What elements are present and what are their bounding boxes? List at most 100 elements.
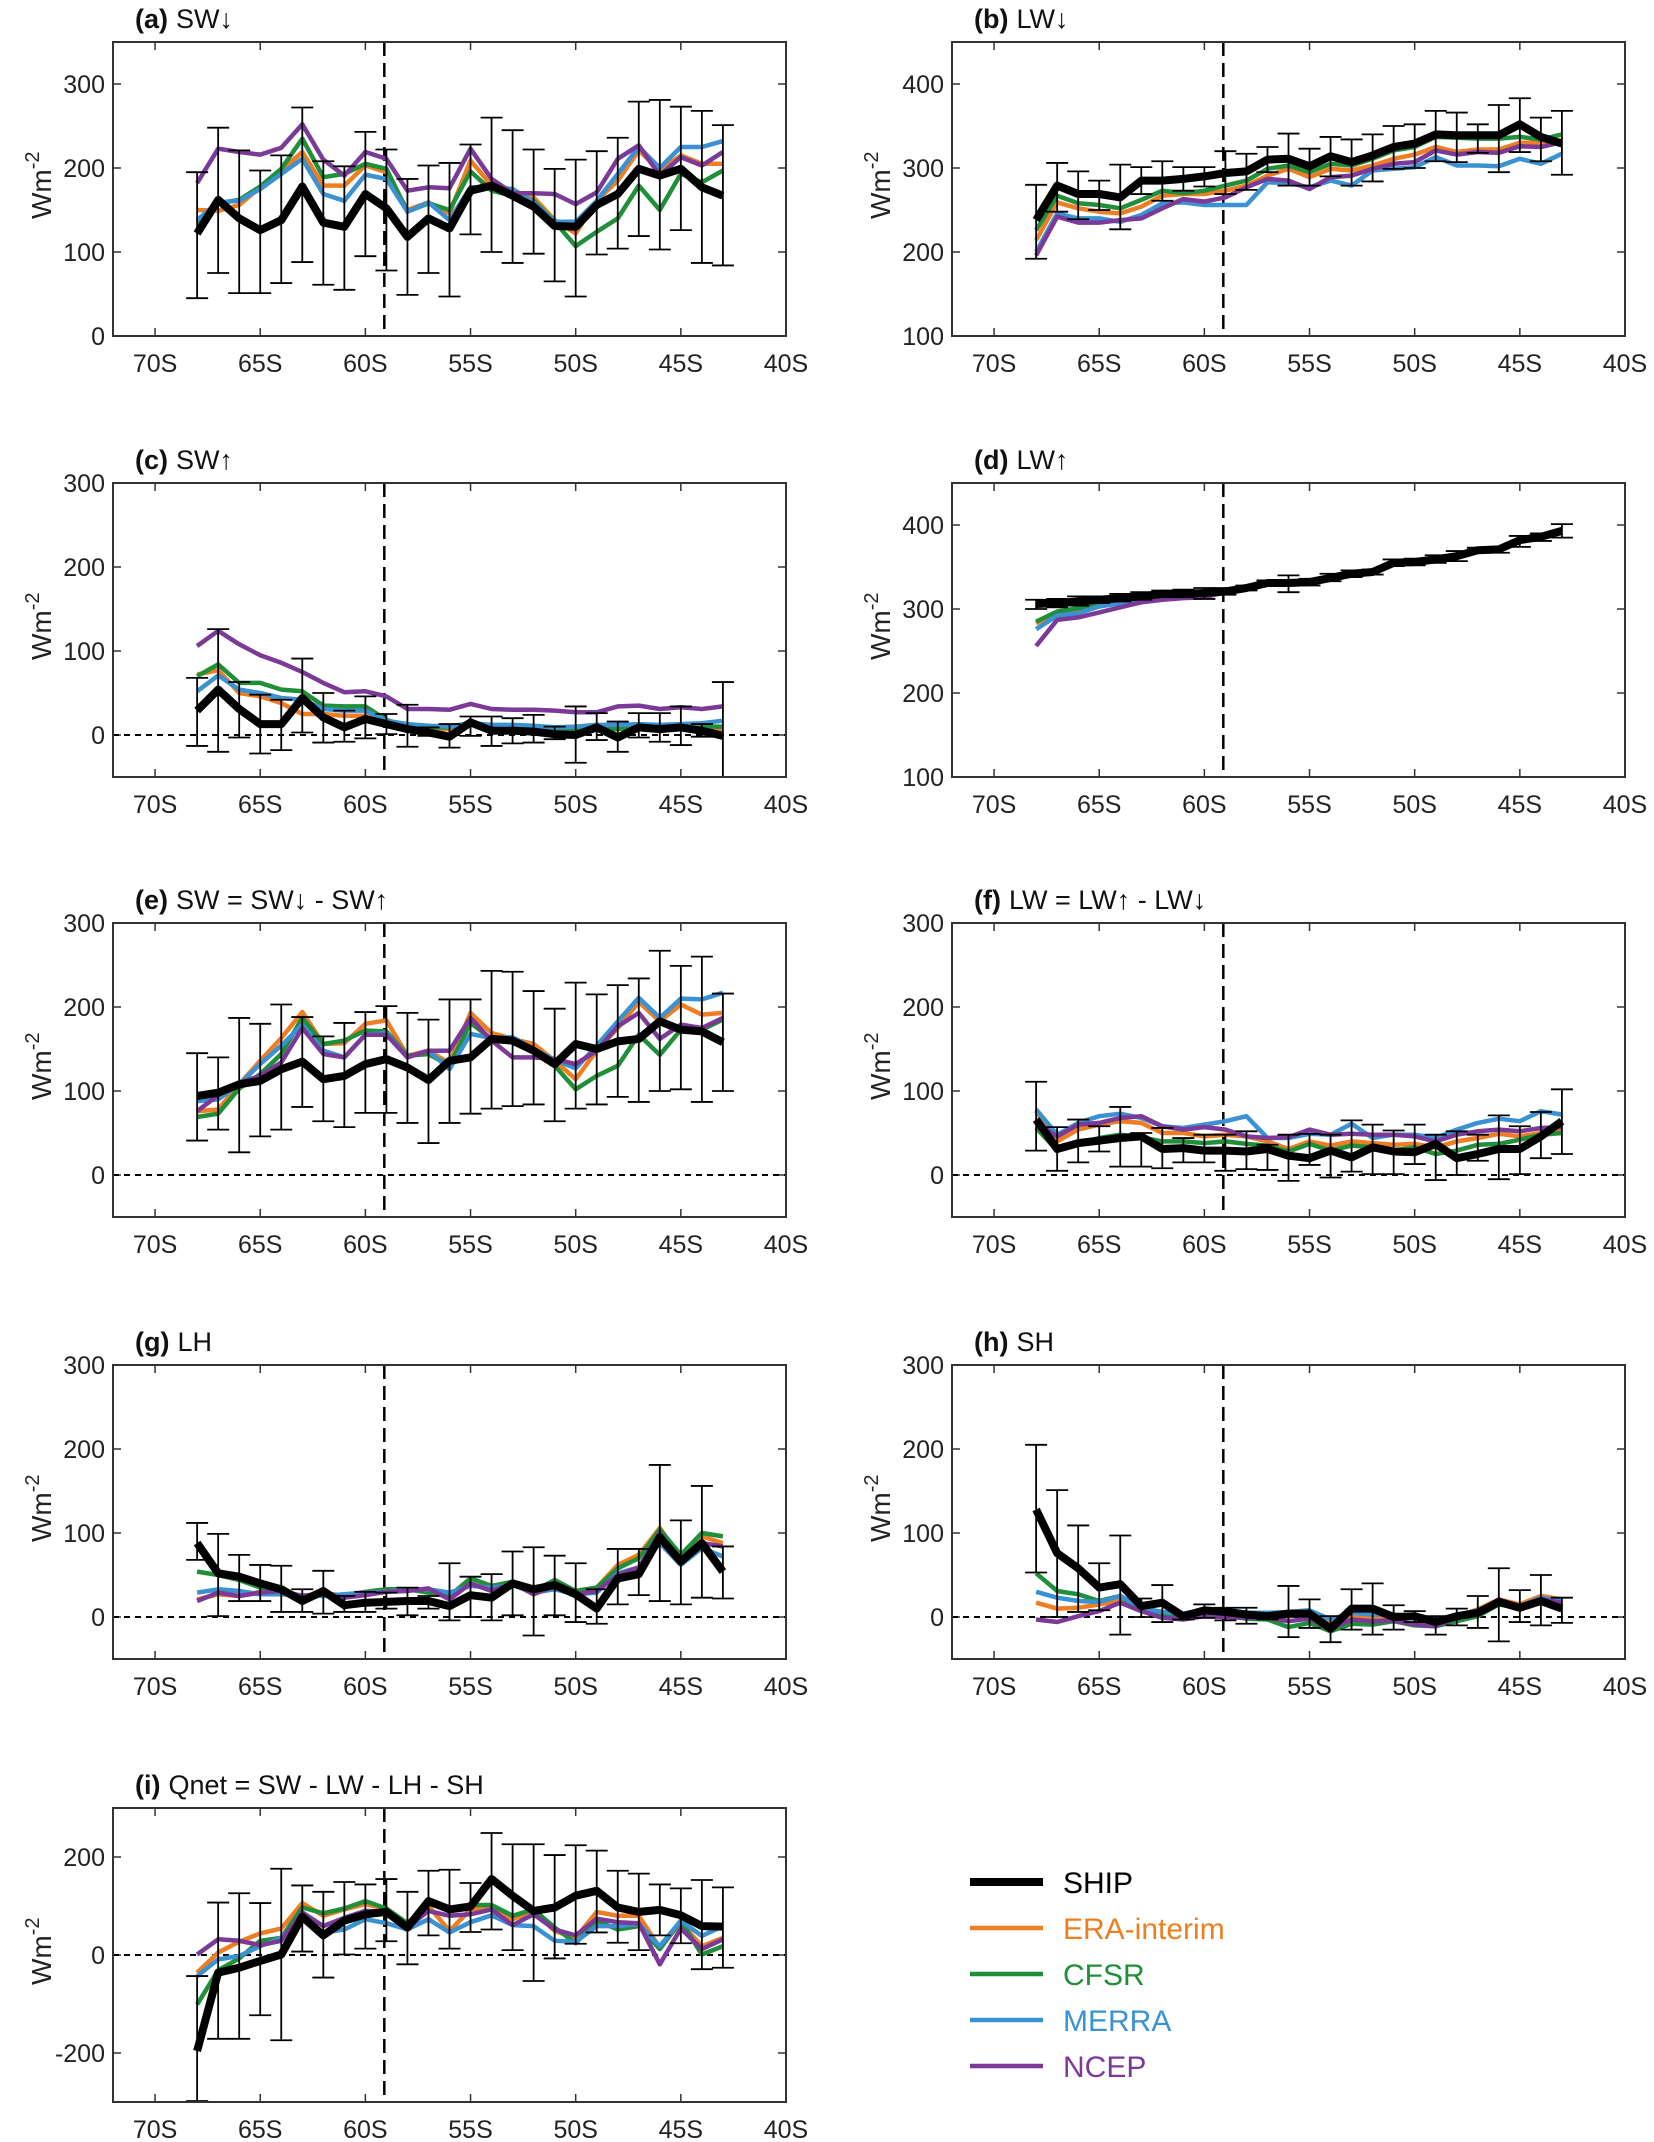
- y-tick-label: 0: [91, 323, 105, 351]
- x-tick-label: 40S: [764, 1231, 808, 1259]
- panel-label: (a): [135, 4, 168, 34]
- y-tick-label: 200: [63, 1844, 105, 1872]
- series-line-ship: [196, 1017, 725, 1100]
- error-bar: [1340, 1119, 1363, 1173]
- y-tick-label: 400: [902, 512, 944, 540]
- plot-area: [113, 923, 786, 1217]
- y-tick-label: 200: [63, 1436, 105, 1464]
- x-tick-label: 60S: [343, 1673, 387, 1701]
- y-tick-label: 200: [63, 554, 105, 582]
- y-axis-label: Wm-2: [22, 151, 57, 219]
- y-axis-label-unit: Wm: [865, 169, 896, 219]
- y-axis-label: Wm-2: [861, 1474, 896, 1542]
- y-axis-label-exponent: -2: [22, 151, 44, 169]
- y-axis-label: Wm-2: [22, 1474, 57, 1542]
- panel-title-text: LW↑: [1016, 445, 1068, 475]
- x-tick-label: 55S: [448, 2116, 492, 2142]
- x-tick-label: 55S: [448, 1673, 492, 1701]
- panel-title-text: LH: [177, 1327, 212, 1357]
- y-axis-label-unit: Wm: [26, 1492, 57, 1542]
- x-tick-label: 70S: [972, 1231, 1016, 1259]
- y-tick-label: 200: [902, 680, 944, 708]
- panel-label: (i): [135, 1770, 160, 1800]
- panel-title: (h) SH: [974, 1327, 1054, 1357]
- y-axis-label-exponent: -2: [22, 592, 44, 610]
- panel-title: (c) SW↑: [135, 445, 233, 475]
- error-bar: [1025, 1080, 1048, 1152]
- panel-title-text: SW↑: [176, 445, 233, 475]
- x-tick-label: 45S: [1498, 791, 1542, 819]
- series-line-era-interim: [1034, 1109, 1563, 1152]
- x-tick-label: 60S: [343, 350, 387, 378]
- legend-label: CFSR: [1063, 1959, 1145, 1992]
- x-tick-label: 55S: [1287, 1673, 1331, 1701]
- y-axis-label-exponent: -2: [22, 1032, 44, 1050]
- x-tick-label: 65S: [1077, 1231, 1121, 1259]
- series-line-ship: [193, 1533, 727, 1613]
- x-tick-label: 70S: [972, 791, 1016, 819]
- series-line-merra: [196, 990, 724, 1104]
- x-tick-label: 45S: [659, 2116, 703, 2142]
- panel-label: (c): [135, 445, 168, 475]
- plot-area: [113, 1365, 786, 1659]
- y-tick-label: 100: [63, 1078, 105, 1106]
- legend-item-era-interim: ERA-interim: [970, 1913, 1225, 1946]
- error-bar: [1025, 183, 1048, 260]
- panel-title: (g) LH: [135, 1327, 212, 1357]
- panel-title-text: LW↓: [1016, 4, 1068, 34]
- x-tick-label: 55S: [448, 791, 492, 819]
- x-tick-label: 65S: [238, 1231, 282, 1259]
- panel-h: (h) SH 70S 65S 60S 55S 50S 45S 40S 0 100 200 300 Wm-2: [861, 1327, 1647, 1701]
- error-bar: [438, 1562, 461, 1622]
- y-tick-label: -200: [55, 2040, 105, 2068]
- x-tick-label: 55S: [1287, 1231, 1331, 1259]
- x-tick-label: 50S: [553, 350, 597, 378]
- y-tick-label: 300: [63, 1352, 105, 1380]
- y-tick-label: 0: [91, 1162, 105, 1190]
- y-tick-label: 300: [63, 910, 105, 938]
- panel-g: (g) LH 70S 65S 60S 55S 50S 45S 40S 0 100 200 300 Wm-2: [22, 1327, 808, 1701]
- error-bar: [186, 1052, 209, 1142]
- legend-item-cfsr: CFSR: [970, 1959, 1145, 1992]
- x-tick-label: 50S: [1392, 1673, 1436, 1701]
- y-tick-label: 200: [63, 994, 105, 1022]
- x-tick-label: 45S: [659, 1673, 703, 1701]
- x-tick-label: 70S: [133, 1673, 177, 1701]
- x-tick-label: 65S: [238, 791, 282, 819]
- x-tick-label: 45S: [1498, 1231, 1542, 1259]
- panel-label: (g): [135, 1327, 169, 1357]
- axes-frame: [951, 41, 1626, 337]
- x-tick-label: 65S: [1077, 1673, 1121, 1701]
- plot-area: [1025, 42, 1573, 336]
- legend-label: MERRA: [1063, 2005, 1171, 2038]
- y-axis-label: Wm-2: [861, 1032, 896, 1100]
- y-axis-label-exponent: -2: [861, 1474, 883, 1492]
- legend: SHIP ERA-interim CFSR MERRA NCEP: [970, 1867, 1225, 2084]
- panel-title-text: LW = LW↑ - LW↓: [1009, 885, 1206, 915]
- panel-d: (d) LW↑ 70S 65S 60S 55S 50S 45S 40S 100 200 300 400 W…: [861, 445, 1647, 819]
- series-line-ncep: [195, 1907, 724, 1967]
- error-bar: [1403, 1123, 1426, 1165]
- x-tick-label: 60S: [1182, 791, 1226, 819]
- x-tick-label: 55S: [448, 1231, 492, 1259]
- y-axis-label-unit: Wm: [26, 169, 57, 219]
- axes-frame: [951, 482, 1626, 778]
- y-axis-label-unit: Wm: [26, 1935, 57, 1985]
- x-tick-label: 70S: [133, 2116, 177, 2142]
- plot-area: [113, 42, 786, 336]
- x-tick-label: 55S: [1287, 791, 1331, 819]
- error-bar: [1445, 1130, 1468, 1176]
- panel-title: (e) SW = SW↓ - SW↑: [135, 885, 388, 915]
- x-tick-label: 55S: [1287, 350, 1331, 378]
- axes-frame: [112, 1364, 787, 1660]
- axes-frame: [112, 922, 787, 1218]
- plot-area: [113, 483, 786, 777]
- axes-frame: [951, 1364, 1626, 1660]
- legend-label: SHIP: [1063, 1867, 1133, 1900]
- y-axis-label-exponent: -2: [22, 1917, 44, 1935]
- x-tick-label: 70S: [133, 791, 177, 819]
- panel-label: (d): [974, 445, 1008, 475]
- x-tick-label: 65S: [1077, 350, 1121, 378]
- x-tick-label: 65S: [238, 350, 282, 378]
